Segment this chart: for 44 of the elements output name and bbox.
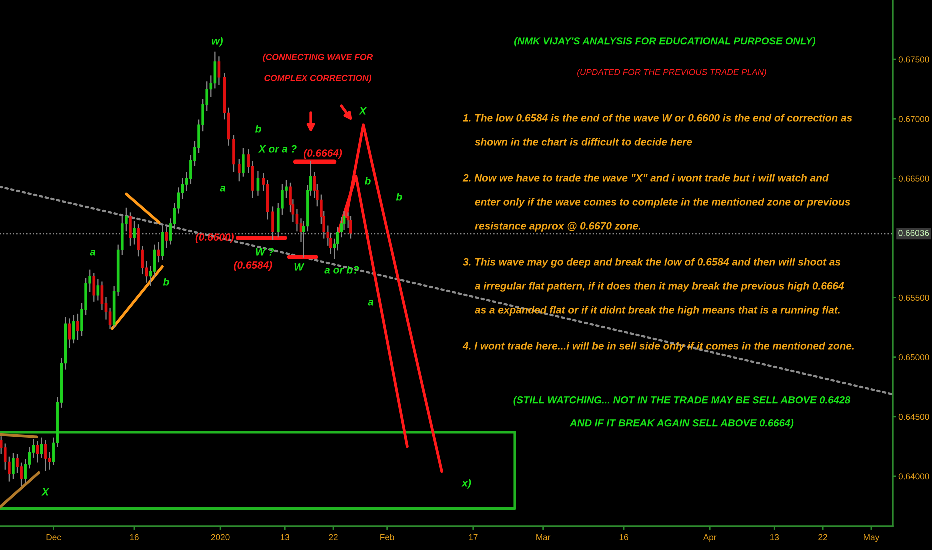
x-tick-label: Apr (703, 534, 717, 542)
annotation: W ? (256, 248, 274, 256)
y-tick-label: 0.65500 (898, 294, 930, 301)
annotation: b (163, 278, 170, 286)
y-tick-label: 0.67000 (898, 116, 930, 122)
annotation: X (42, 488, 50, 496)
x-tick-label: 13 (770, 534, 780, 540)
ref-line-label: 0.66036 (898, 230, 930, 236)
text: (UPDATED FOR THE PREVIOUS TRADE PLAN) (578, 68, 766, 78)
x-tick-label: Feb (380, 534, 394, 540)
x-tick-label: 16 (620, 534, 628, 540)
annotation: b (396, 193, 402, 201)
annotation: X or a ? (258, 145, 297, 153)
series-label: (0.6664) (304, 149, 342, 159)
y-tick-label: 0.65000 (898, 354, 930, 361)
text: (NMK VIJAY'S ANALYSIS FOR EDUCATIONAL PURPOSE ONLY) (514, 37, 816, 47)
y-tick-label: 0.64500 (898, 414, 930, 420)
x-tick-label: 22 (818, 534, 828, 540)
text: 1. The low 0.6584 is the end of the wave W or 0.6600 is the end of correction as shown in the chart is difficult to decide here (463, 114, 852, 146)
x-tick-label: 22 (329, 534, 338, 540)
x-tick-label: Mar (536, 534, 551, 540)
annotation: x) (462, 479, 472, 489)
annotation: b (255, 125, 262, 133)
x-tick-label: 16 (130, 534, 139, 540)
x-tick-label: 2020 (211, 534, 230, 540)
annotation: a (368, 300, 374, 306)
x-tick-label: 13 (280, 534, 290, 540)
y-tick-label: 0.67500 (898, 56, 930, 63)
x-tick-label: Dec (46, 534, 62, 540)
annotation: a (90, 250, 96, 256)
y-tick-label: 0.64000 (898, 474, 930, 480)
text: (CONNECTING WAVE FOR COMPLEX CORRECTION) (263, 54, 374, 84)
series-label: (0.6584) (234, 261, 272, 272)
annotation: b (364, 177, 371, 185)
x-tick-label: 17 (469, 534, 478, 540)
annotation: X (359, 108, 367, 115)
y-tick-label: 0.66500 (898, 176, 930, 182)
text: (STILL WATCHING... NOT IN THE TRADE MAY BE SELL ABOVE 0.6428 AND IF IT BREAK AGAIN SELL ABOVE 0.6664) (514, 396, 851, 429)
x-tick-label: May (864, 534, 880, 542)
annotation: W (294, 264, 305, 271)
text: 2. Now we have to trade the wave "X" and i wont trade but i will watch and enter only if the wave comes to complete in the mentioned zone or previous resistance approx @ 0.6670 zone. (462, 174, 850, 232)
annotation: w) (212, 37, 223, 47)
annotation: a (220, 186, 226, 192)
series-label: (0.6600) (196, 233, 234, 244)
